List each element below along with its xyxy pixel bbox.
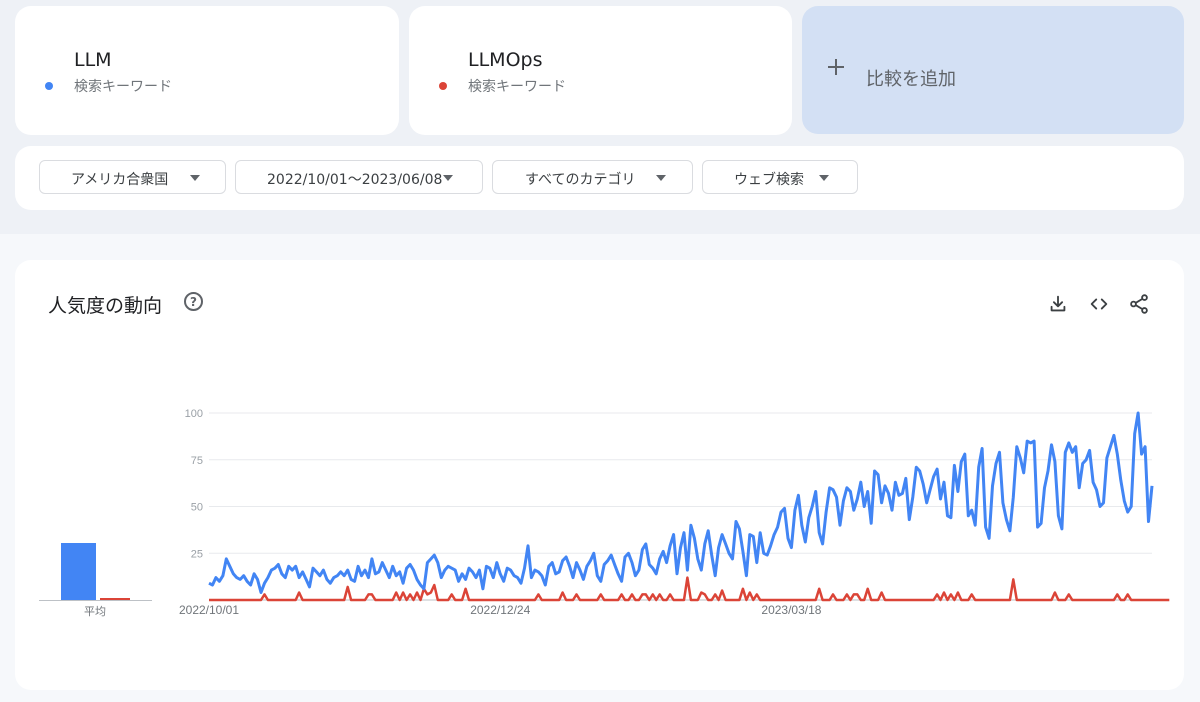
chevron-down-icon: [190, 175, 200, 181]
share-icon[interactable]: [1128, 293, 1150, 315]
embed-code-icon[interactable]: [1088, 293, 1110, 315]
series-color-dot: [439, 82, 447, 90]
chevron-down-icon: [443, 175, 453, 181]
add-comparison-button[interactable]: 比較を追加: [802, 6, 1184, 134]
y-tick-label: 100: [185, 408, 203, 420]
average-bar-llmops: [100, 598, 130, 600]
term-card-llm[interactable]: LLM 検索キーワード: [15, 6, 399, 135]
series-color-dot: [45, 82, 53, 90]
y-tick-label: 50: [191, 502, 203, 514]
search-type-dropdown[interactable]: ウェブ検索: [702, 160, 858, 194]
term-name: LLM: [74, 49, 112, 71]
term-type: 検索キーワード: [74, 79, 172, 95]
term-type: 検索キーワード: [468, 79, 566, 95]
x-tick-label: 2022/12/24: [470, 603, 530, 617]
y-tick-label: 75: [191, 455, 203, 467]
search-type-value: ウェブ検索: [734, 172, 804, 188]
series-line-llm[interactable]: [208, 411, 1154, 594]
x-tick-label: 2023/03/18: [761, 603, 821, 617]
date-range-dropdown[interactable]: 2022/10/01～2023/06/08: [235, 160, 483, 194]
region-value: アメリカ合衆国: [71, 172, 169, 188]
chevron-down-icon: [656, 175, 666, 181]
add-comparison-label: 比較を追加: [866, 69, 956, 90]
category-dropdown[interactable]: すべてのカテゴリ: [492, 160, 693, 194]
term-name: LLMOps: [468, 49, 543, 71]
region-dropdown[interactable]: アメリカ合衆国: [39, 160, 226, 194]
filter-bar: アメリカ合衆国 2022/10/01～2023/06/08 すべてのカテゴリ ウ…: [15, 146, 1184, 210]
x-tick-label: 2022/10/01: [179, 603, 239, 617]
download-icon[interactable]: [1047, 293, 1069, 315]
chevron-down-icon: [819, 175, 829, 181]
series-line-llmops[interactable]: [209, 576, 1170, 602]
interest-over-time-card: 人気度の動向 ? 平均 100 75 50 25 2022/10/01 2022/12/2…: [15, 260, 1184, 690]
average-axis: [39, 600, 152, 601]
average-bar-llm: [61, 542, 96, 600]
plus-icon: [828, 59, 844, 75]
average-label: 平均: [84, 605, 106, 618]
chart-title: 人気度の動向: [48, 295, 163, 317]
trend-line-chart: 100 75 50 25 2022/10/01 2022/12/24 2023/03/18: [179, 408, 1170, 617]
term-card-llmops[interactable]: LLMOps 検索キーワード: [409, 6, 792, 135]
date-range-value: 2022/10/01～2023/06/08: [267, 172, 443, 188]
category-value: すべてのカテゴリ: [525, 172, 636, 188]
y-tick-label: 25: [191, 548, 203, 560]
help-circle-icon[interactable]: ?: [184, 292, 203, 311]
